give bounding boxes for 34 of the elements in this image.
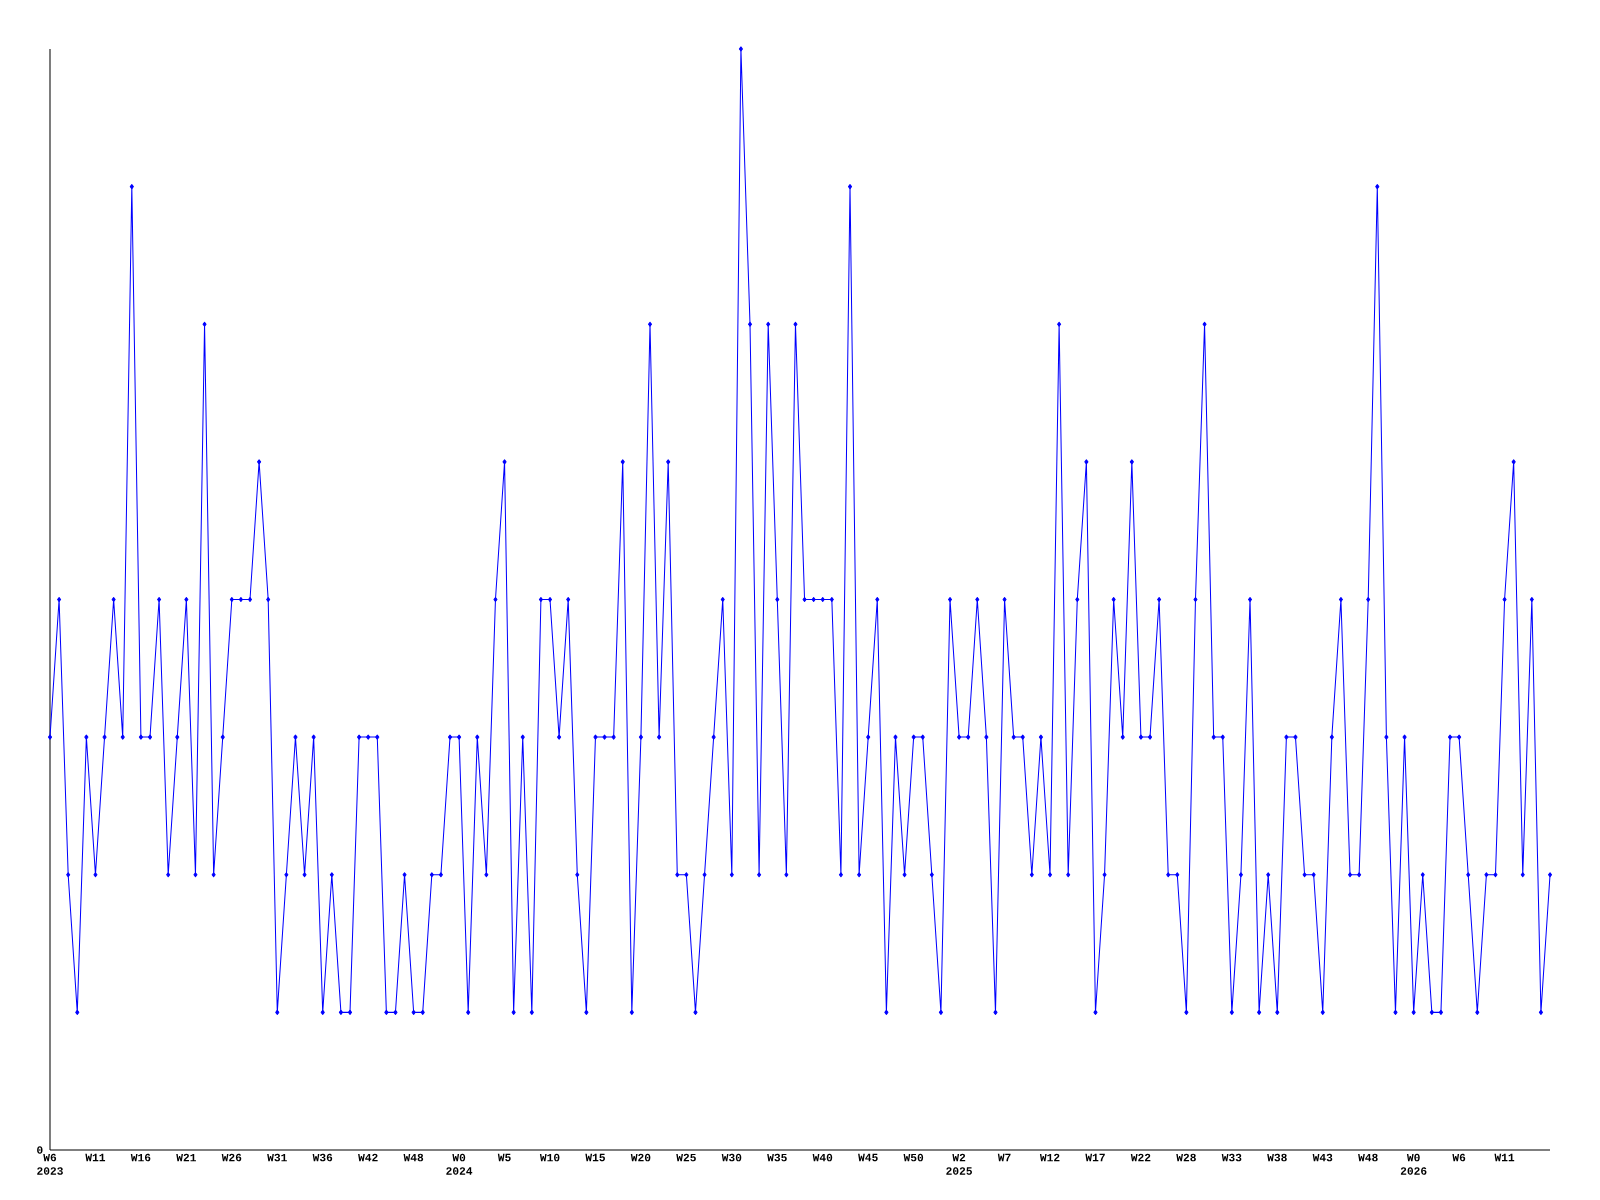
x-tick-label: W36: [312, 1153, 333, 1162]
x-tick-label: W15: [585, 1153, 605, 1162]
x-tick-label: W42: [358, 1153, 378, 1162]
x-tick-label: W25: [676, 1153, 696, 1162]
x-tick-label: W6: [1452, 1153, 1466, 1162]
x-tick-label: W6 2023: [37, 1153, 63, 1175]
x-tick-label: W33: [1221, 1153, 1242, 1162]
x-tick-label: W38: [1267, 1153, 1287, 1162]
x-tick-label: W48: [1358, 1153, 1378, 1162]
x-tick-label: W26: [221, 1153, 242, 1162]
x-tick-label: W21: [176, 1153, 196, 1162]
x-tick-label: W45: [858, 1153, 878, 1162]
x-tick-label: W28: [1176, 1153, 1196, 1162]
x-tick-label: W2 2025: [946, 1153, 972, 1175]
x-tick-label: W31: [267, 1153, 287, 1162]
x-tick-label: W7: [997, 1153, 1011, 1162]
x-tick-label: W11: [1494, 1153, 1515, 1162]
x-tick-label: W17: [1085, 1153, 1105, 1162]
x-tick-label: W5: [497, 1153, 511, 1162]
x-tick-label: W22: [1130, 1153, 1151, 1162]
x-tick-label: W0 2024: [446, 1153, 473, 1175]
x-tick-label: W43: [1312, 1153, 1333, 1162]
x-tick-label: W16: [130, 1153, 151, 1162]
x-tick-label: W0 2026: [1400, 1153, 1427, 1175]
x-tick-label: W30: [721, 1153, 742, 1162]
x-tick-label: W40: [812, 1153, 833, 1162]
x-tick-label: W12: [1039, 1153, 1060, 1162]
x-tick-label: W35: [767, 1153, 787, 1162]
x-tick-label: W48: [403, 1153, 424, 1162]
x-tick-label: W10: [539, 1153, 560, 1162]
x-tick-label: W20: [630, 1153, 651, 1162]
x-tick-label: W11: [85, 1153, 106, 1162]
text: 0: [37, 1146, 43, 1154]
x-tick-label: W50: [903, 1153, 924, 1162]
